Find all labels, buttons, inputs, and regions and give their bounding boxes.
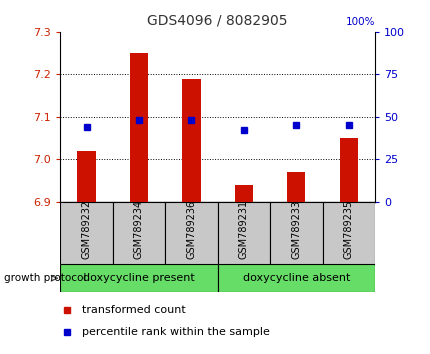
Text: GSM789235: GSM789235	[343, 200, 353, 259]
Text: doxycycline absent: doxycycline absent	[242, 273, 349, 283]
Bar	[217, 264, 374, 292]
Text: transformed count: transformed count	[82, 305, 186, 315]
Text: GSM789232: GSM789232	[81, 200, 91, 259]
Text: GSM789234: GSM789234	[134, 200, 144, 259]
Bar	[270, 202, 322, 264]
Text: doxycycline present: doxycycline present	[83, 273, 194, 283]
Bar	[60, 264, 217, 292]
Bar	[322, 202, 374, 264]
Text: 100%: 100%	[345, 17, 374, 27]
Bar	[77, 151, 95, 202]
Text: GSM789233: GSM789233	[291, 200, 301, 259]
Title: GDS4096 / 8082905: GDS4096 / 8082905	[147, 14, 287, 28]
Text: GSM789236: GSM789236	[186, 200, 196, 259]
Bar	[113, 202, 165, 264]
Text: growth protocol: growth protocol	[4, 273, 86, 283]
Bar	[129, 53, 148, 202]
Text: percentile rank within the sample: percentile rank within the sample	[82, 327, 270, 337]
Text: GSM789231: GSM789231	[238, 200, 248, 259]
Bar	[182, 79, 200, 202]
Bar	[60, 202, 113, 264]
Bar	[234, 185, 252, 202]
Bar	[339, 138, 357, 202]
Bar	[286, 172, 305, 202]
Bar	[165, 202, 217, 264]
Bar	[217, 202, 270, 264]
